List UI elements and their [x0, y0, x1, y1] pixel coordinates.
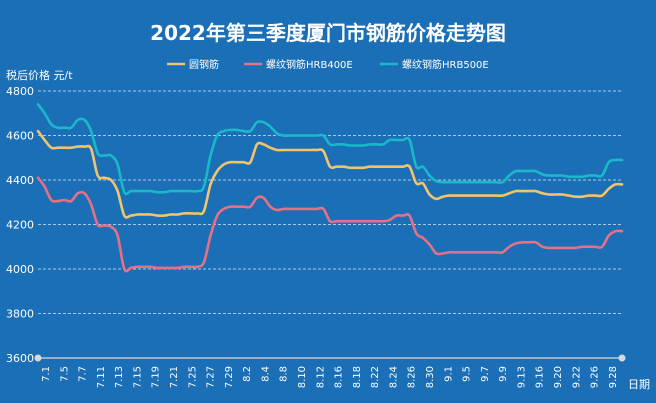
y-tick-label: 4800 [6, 85, 34, 98]
x-axis-start-dot [34, 354, 42, 362]
x-tick-label: 8.26 [407, 366, 418, 388]
series-line-3 [36, 103, 624, 196]
x-tick-label: 9.28 [608, 366, 619, 388]
legend-item-1[interactable]: 圆钢筋 [167, 58, 219, 71]
x-tick-label: 7.11 [96, 366, 107, 388]
x-axis-end-dot [618, 354, 626, 362]
x-tick-label: 7.19 [151, 366, 162, 388]
x-tick-label: 8.24 [388, 366, 399, 388]
x-tick-label: 9.9 [498, 366, 509, 382]
x-tick-label: 7.7 [78, 366, 89, 382]
chart-title: 2022年第三季度厦门市钢筋价格走势图 [150, 21, 506, 45]
x-tick-label: 7.21 [169, 366, 180, 388]
series-line-1 [36, 129, 624, 219]
y-tick-label: 4600 [6, 130, 34, 143]
x-tick-label: 8.8 [279, 366, 290, 382]
x-tick-label: 7.29 [224, 366, 235, 388]
x-tick-label: 7.13 [114, 366, 125, 388]
x-tick-label: 8.12 [315, 366, 326, 388]
legend-label: 螺纹钢筋HRB400E [266, 58, 353, 71]
x-tick-label: 9.26 [590, 366, 601, 388]
y-axis-label: 税后价格 元/t [6, 68, 73, 82]
x-tick-label: 7.25 [187, 366, 198, 388]
legend: 圆钢筋 螺纹钢筋HRB400E 螺纹钢筋HRB500E [167, 58, 489, 71]
grid [38, 90, 622, 314]
legend-label: 圆钢筋 [189, 58, 219, 71]
x-tick-label: 8.10 [297, 366, 308, 388]
x-tick-label: 8.4 [260, 366, 271, 382]
series-line-2 [36, 176, 624, 273]
x-tick-label: 9.13 [516, 366, 527, 388]
y-tick-label: 3800 [6, 308, 34, 321]
x-tick-label: 8.16 [334, 366, 345, 388]
y-tick-label: 4400 [6, 174, 34, 187]
x-tick-label: 7.15 [132, 366, 143, 388]
x-tick-label: 8.22 [370, 366, 381, 388]
x-tick-label: 9.1 [443, 366, 454, 382]
x-tick-label: 9.7 [480, 366, 491, 382]
series-lines [36, 103, 624, 273]
x-tick-label: 7.5 [59, 366, 70, 382]
x-tick-label: 9.5 [462, 366, 473, 382]
y-tick-label: 4000 [6, 263, 34, 276]
legend-item-3[interactable]: 螺纹钢筋HRB500E [380, 58, 489, 71]
x-tick-label: 8.30 [425, 366, 436, 388]
y-tick-label: 4200 [6, 219, 34, 232]
x-tick-label: 9.16 [535, 366, 546, 388]
x-tick-label: 9.22 [571, 366, 582, 388]
legend-item-2[interactable]: 螺纹钢筋HRB400E [244, 58, 353, 71]
x-axis-label: 日期 [628, 378, 650, 391]
x-tick-label: 7.1 [41, 366, 52, 382]
x-tick-label: 9.20 [553, 366, 564, 388]
axes: 3600 3800 4000 4200 4400 4600 4800 7.1 7.5 7.7 7.1… [6, 85, 626, 388]
y-tick-label: 3600 [6, 352, 34, 365]
x-tick-label: 8.2 [242, 366, 253, 382]
legend-label: 螺纹钢筋HRB500E [402, 58, 489, 71]
x-tick-label: 7.27 [206, 366, 217, 388]
x-tick-label: 8.18 [352, 366, 363, 388]
